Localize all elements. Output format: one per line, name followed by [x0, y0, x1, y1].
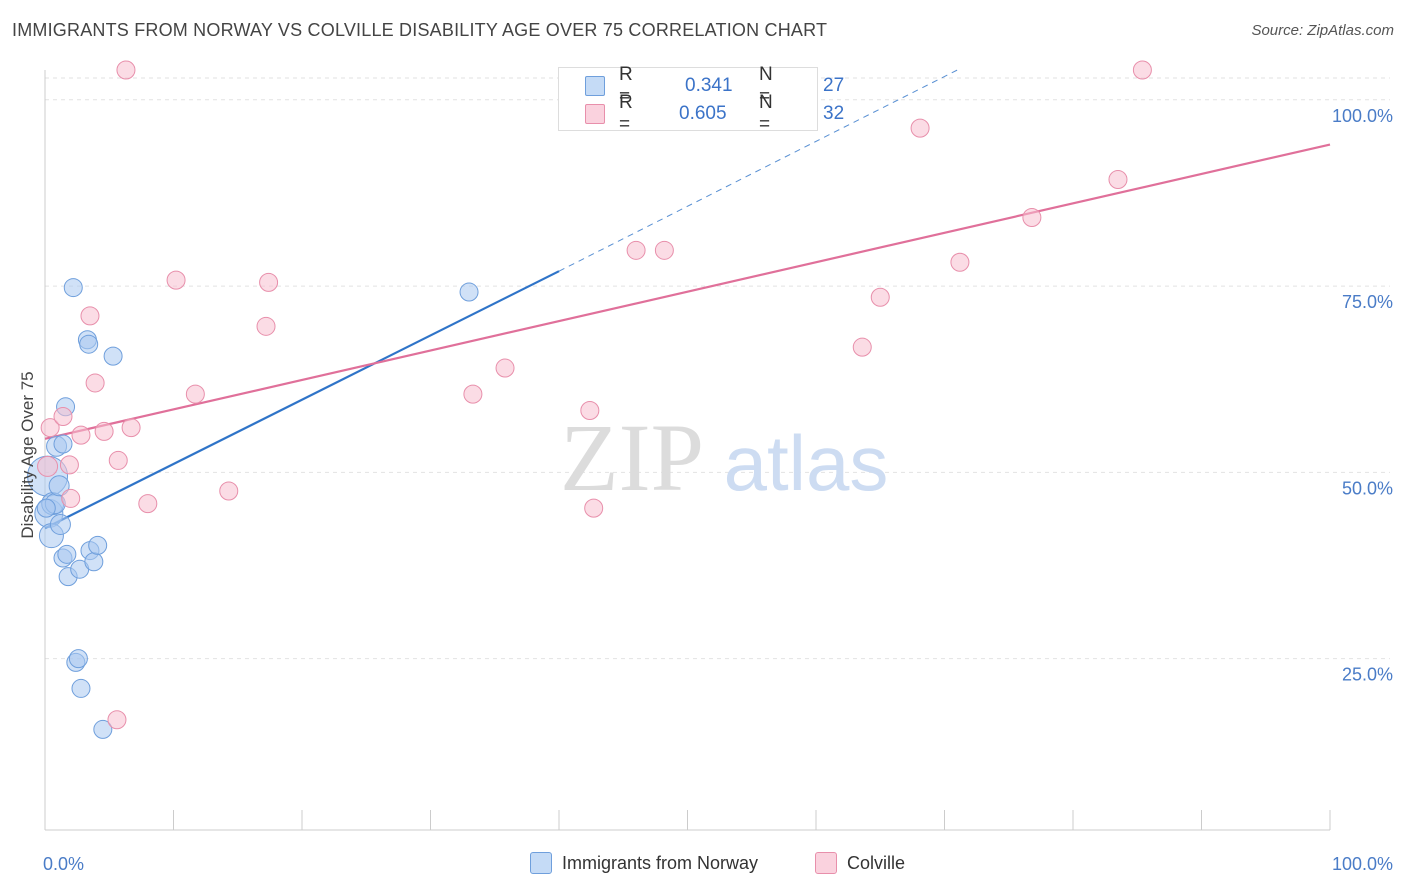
data-point — [93, 719, 113, 739]
grid-lines — [45, 77, 1390, 660]
watermark-atlas: atlas — [724, 419, 889, 507]
legend-box: R = 0.341 N = 27 R = 0.605 N = 32 — [558, 64, 844, 135]
data-point — [59, 455, 79, 475]
legend-r-value: 0.605 — [679, 103, 727, 124]
data-point — [63, 278, 83, 298]
x-tick-label: 0.0% — [43, 854, 84, 874]
data-point — [36, 498, 56, 518]
data-point — [626, 240, 646, 260]
legend-swatch-pink — [585, 104, 605, 124]
data-point — [185, 384, 205, 404]
bottom-legend-label: Colville — [847, 852, 906, 873]
data-point — [495, 358, 515, 378]
data-point — [910, 118, 930, 138]
data-point — [654, 240, 674, 260]
data-point — [80, 306, 100, 326]
x-tick-labels: 0.0% 100.0% — [43, 854, 1393, 874]
legend-r-value: 0.341 — [685, 75, 733, 96]
data-point — [71, 425, 91, 445]
data-point — [459, 282, 479, 302]
legend-swatch-blue — [585, 76, 605, 96]
data-point — [85, 373, 105, 393]
data-point — [84, 552, 104, 572]
data-point — [584, 498, 604, 518]
data-point — [463, 384, 483, 404]
data-point — [94, 421, 114, 441]
data-point — [79, 334, 99, 354]
data-point — [48, 475, 70, 497]
data-point — [138, 494, 158, 514]
legend-n-value: 32 — [823, 103, 845, 124]
y-tick-labels: 25.0% 50.0% 75.0% 100.0% — [1332, 106, 1393, 685]
data-point — [71, 678, 91, 698]
data-point — [108, 450, 128, 470]
bottom-legend-colville: Colville — [815, 852, 905, 874]
data-point — [53, 434, 73, 454]
data-point — [580, 401, 600, 421]
bottom-swatch-pink — [815, 852, 837, 874]
trend-line — [44, 143, 1331, 440]
data-point — [53, 406, 73, 426]
data-point — [256, 316, 276, 336]
y-tick-label: 50.0% — [1342, 478, 1393, 498]
legend-n-value: 27 — [823, 75, 845, 96]
data-point — [219, 481, 239, 501]
watermark-zip: ZIP — [560, 404, 704, 511]
axes — [44, 70, 1331, 831]
data-point — [68, 649, 88, 669]
data-point — [852, 337, 872, 357]
data-points — [27, 60, 1152, 739]
legend-r-label: R = — [619, 64, 633, 107]
x-tick-label: 100.0% — [1332, 854, 1393, 874]
data-point — [1132, 60, 1152, 80]
data-point — [870, 287, 890, 307]
bottom-legend-label: Immigrants from Norway — [562, 852, 759, 873]
source-label: Source: ZipAtlas.com — [1251, 22, 1394, 39]
data-point — [1022, 208, 1042, 228]
chart-title: IMMIGRANTS FROM NORWAY VS COLVILLE DISAB… — [12, 20, 828, 40]
legend-n-label: N = — [759, 64, 773, 107]
data-point — [57, 544, 77, 564]
data-point — [950, 252, 970, 272]
legend-n-label: N = — [759, 92, 773, 135]
data-point — [1108, 170, 1128, 190]
data-point — [116, 60, 136, 80]
data-point — [61, 488, 81, 508]
bottom-legend-norway: Immigrants from Norway — [530, 852, 758, 874]
data-point — [107, 710, 127, 730]
data-point — [49, 514, 71, 536]
data-point — [166, 270, 186, 290]
watermark: ZIP atlas — [560, 404, 888, 511]
data-point — [40, 418, 60, 438]
bottom-swatch-blue — [530, 852, 552, 874]
legend-r-label: R = — [619, 92, 633, 135]
trend-line — [44, 270, 560, 530]
data-point — [37, 455, 59, 477]
trend-line-extension — [558, 69, 958, 272]
trend-lines — [44, 69, 1331, 530]
data-point — [103, 346, 123, 366]
data-point — [121, 418, 141, 438]
y-tick-label: 100.0% — [1332, 106, 1393, 126]
y-axis-label: Disability Age Over 75 — [18, 371, 37, 538]
y-tick-label: 75.0% — [1342, 292, 1393, 312]
data-point — [259, 272, 279, 292]
data-point — [88, 535, 108, 555]
y-tick-label: 25.0% — [1342, 665, 1393, 685]
